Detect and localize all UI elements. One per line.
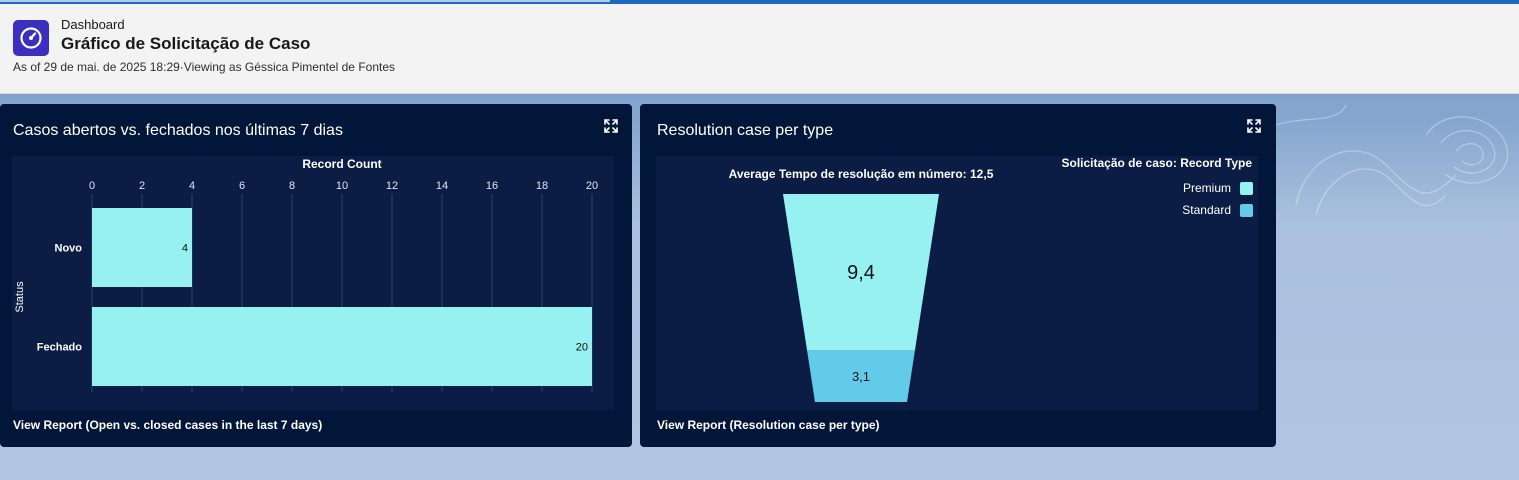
card-title: Casos abertos vs. fechados nos últimas 7… xyxy=(13,122,343,139)
dashboard-gauge-icon xyxy=(13,20,49,56)
y-axis-title: Status xyxy=(14,281,26,313)
legend-title: Solicitação de caso: Record Type xyxy=(1061,156,1252,170)
funnel-chart-area: Average Tempo de resolução em número: 12… xyxy=(656,156,1258,410)
x-axis-title: Record Count xyxy=(302,157,381,171)
x-tick-label: 10 xyxy=(336,180,348,192)
x-tick-label: 6 xyxy=(239,180,245,192)
legend-swatch-premium xyxy=(1240,182,1253,195)
resolution-case-per-type-card: Resolution case per type Average Tempo d… xyxy=(640,104,1276,447)
bar-data-label: 4 xyxy=(182,243,188,255)
card-title: Resolution case per type xyxy=(657,122,834,139)
funnel-segment-standard xyxy=(807,350,915,402)
header-meta-info: As of 29 de mai. de 2025 18:29·Viewing a… xyxy=(13,60,396,74)
expand-icon[interactable] xyxy=(1246,118,1262,134)
x-tick-label: 8 xyxy=(289,180,295,192)
expand-icon[interactable] xyxy=(603,118,619,134)
bar-novo xyxy=(92,208,192,287)
bar-chart-area: Record Count Status 0 2 4 6 8 10 12 14 16 18 20 Novo 4… xyxy=(12,156,614,410)
x-tick-label: 2 xyxy=(139,180,145,192)
header-object-label: Dashboard xyxy=(61,17,125,32)
bar-data-label: 20 xyxy=(576,342,588,354)
open-vs-closed-cases-card: Casos abertos vs. fechados nos últimas 7… xyxy=(0,104,632,447)
x-tick-label: 14 xyxy=(436,180,448,192)
top-accent-strip xyxy=(0,0,1519,4)
bar-chart: Record Count Status 0 2 4 6 8 10 12 14 16 18 20 Novo 4… xyxy=(14,157,598,392)
funnel-title: Average Tempo de resolução em número: 12… xyxy=(729,167,994,181)
page-title: Gráfico de Solicitação de Caso xyxy=(61,34,311,53)
legend-label-premium: Premium xyxy=(1183,181,1231,195)
x-tick-label: 16 xyxy=(486,180,498,192)
y-category-label: Novo xyxy=(55,243,83,255)
view-report-link[interactable]: View Report (Open vs. closed cases in th… xyxy=(13,418,323,432)
legend-swatch-standard xyxy=(1240,204,1253,217)
legend-label-standard: Standard xyxy=(1182,203,1231,217)
bar-fechado xyxy=(92,307,592,386)
x-tick-label: 12 xyxy=(386,180,398,192)
page-header: Dashboard Gráfico de Solicitação de Caso… xyxy=(0,4,1519,94)
view-report-link[interactable]: View Report (Resolution case per type) xyxy=(657,418,880,432)
funnel-data-label: 9,4 xyxy=(847,262,875,284)
x-tick-label: 4 xyxy=(189,180,195,192)
funnel-segment-premium xyxy=(783,194,939,351)
funnel-chart: Average Tempo de resolução em número: 12… xyxy=(729,156,1253,402)
x-tick-label: 0 xyxy=(89,180,95,192)
x-tick-label: 20 xyxy=(586,180,598,192)
x-tick-label: 18 xyxy=(536,180,548,192)
y-category-label: Fechado xyxy=(37,342,83,354)
funnel-data-label: 3,1 xyxy=(852,369,870,384)
topographic-background-decoration xyxy=(1276,104,1509,215)
